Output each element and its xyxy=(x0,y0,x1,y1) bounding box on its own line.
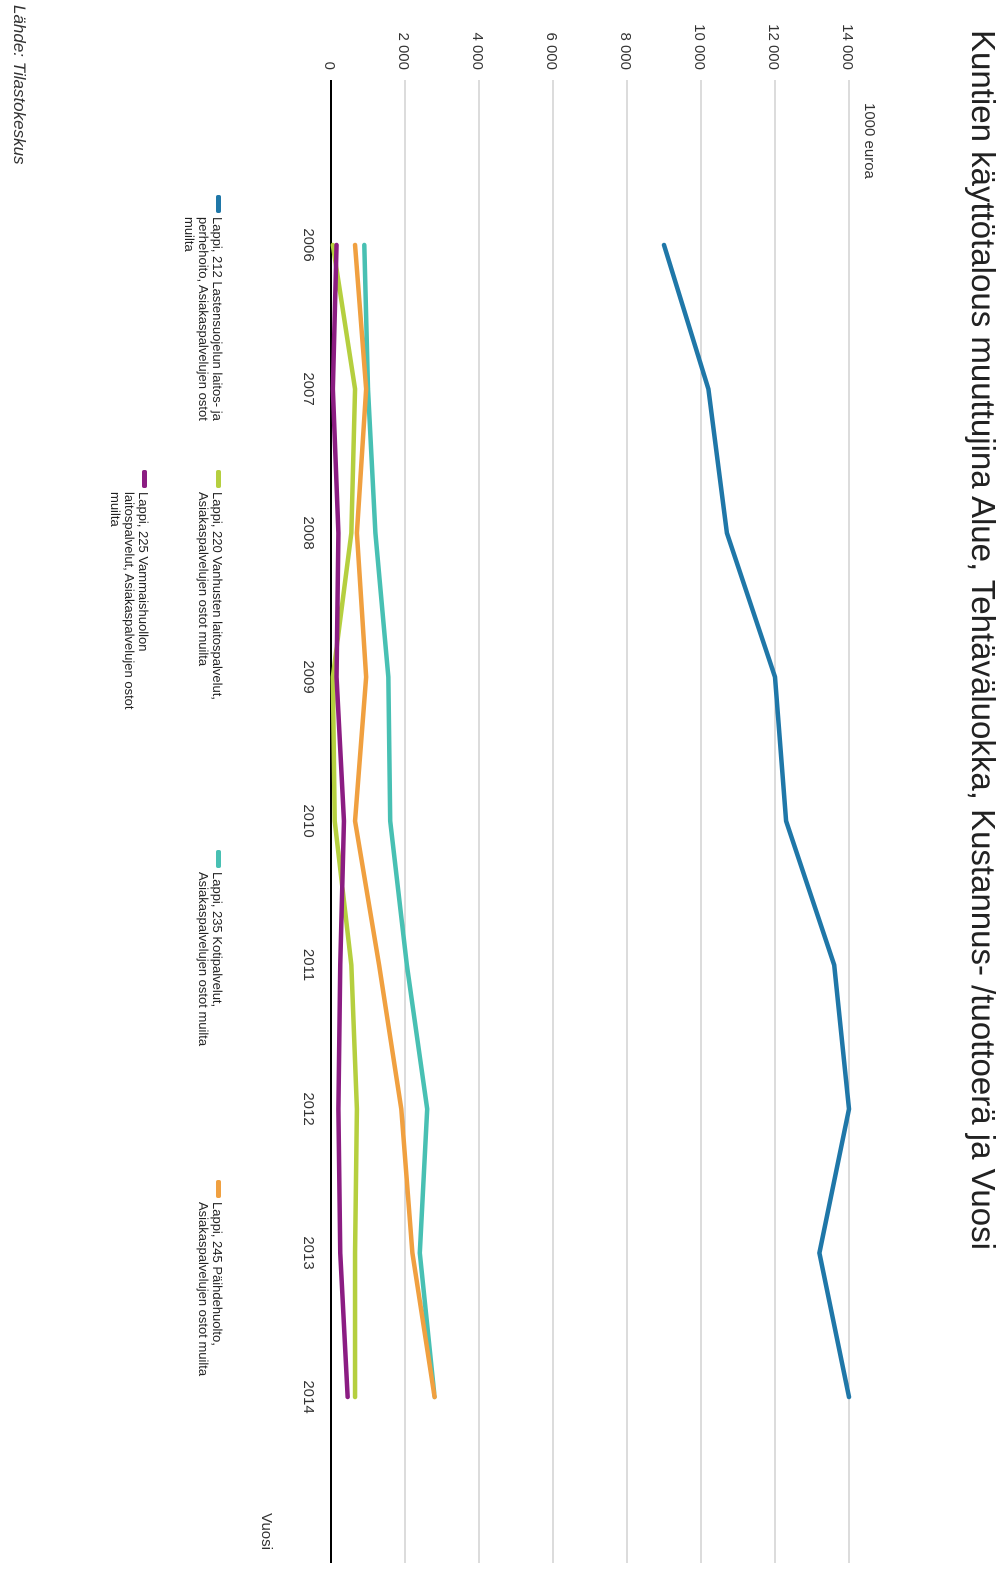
legend-swatch-245 xyxy=(216,1180,221,1198)
x-tick-label: 2008 xyxy=(300,516,317,549)
legend-label-235: Lappi, 235 Kotipalvelut, Asiakaspalveluj… xyxy=(196,872,225,1047)
legend-label-245: Lappi, 245 Päihdehuolto, Asiakaspalveluj… xyxy=(196,1202,225,1377)
series-line-1 xyxy=(330,242,360,1400)
gridlines xyxy=(330,80,850,1563)
x-tick-label: 2013 xyxy=(300,1236,317,1269)
y-tick-label: 10 000 xyxy=(691,24,708,70)
legend-label-212: Lappi, 212 Lastensuojelun laitos- ja per… xyxy=(182,217,225,421)
y-tick-label: 2 000 xyxy=(395,32,412,70)
x-axis-ticks: 2006 2007 2008 2009 2010 2011 2012 2013 2014 xyxy=(300,228,317,1413)
x-tick-label: 2011 xyxy=(300,949,317,981)
series-line-3 xyxy=(362,242,437,1400)
y-tick-label: 0 xyxy=(321,62,338,70)
y-tick-label: 4 000 xyxy=(469,32,486,70)
series-lines xyxy=(330,242,852,1400)
y-axis-ticks: 0 2 000 4 000 6 000 8 000 10 000 12 000 14 000 xyxy=(321,24,856,70)
x-tick-label: 2007 xyxy=(300,372,317,405)
y-axis-unit-label: 1000 euroa xyxy=(861,103,878,180)
legend-label-225: Lappi, 225 Vammaishuollon laitospalvelut… xyxy=(108,492,151,710)
legend-label-220: Lappi, 220 Vanhusten laitospalvelut, Asi… xyxy=(196,492,225,700)
x-tick-label: 2006 xyxy=(300,228,317,261)
legend-swatch-212 xyxy=(216,195,221,213)
y-tick-label: 12 000 xyxy=(765,24,782,70)
y-tick-label: 8 000 xyxy=(617,32,634,70)
source-note: Lähde: Tilastokeskus xyxy=(10,5,29,165)
x-tick-label: 2014 xyxy=(300,1380,317,1413)
series-line-4 xyxy=(352,242,437,1400)
legend-swatch-235 xyxy=(216,850,221,868)
x-tick-label: 2010 xyxy=(300,804,317,837)
x-tick-label: 2009 xyxy=(300,660,317,693)
series-line-2 xyxy=(330,242,350,1400)
series-line-0 xyxy=(661,242,852,1400)
y-tick-label: 14 000 xyxy=(839,24,856,70)
legend-swatch-225 xyxy=(142,470,147,488)
legend-swatch-220 xyxy=(216,470,221,488)
y-tick-label: 6 000 xyxy=(543,32,560,70)
x-tick-label: 2012 xyxy=(300,1092,317,1125)
x-axis-label: Vuosi xyxy=(258,1513,275,1550)
